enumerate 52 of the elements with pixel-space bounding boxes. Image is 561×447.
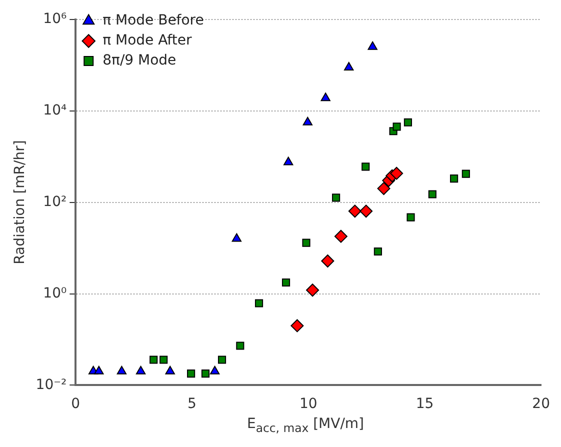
point [374,247,382,256]
x-tick-label: 10 [299,396,318,412]
point [160,356,168,364]
point [406,213,415,222]
point [165,366,175,374]
y-tick-label: 10² [43,194,67,210]
point [344,62,354,70]
point [450,174,458,183]
point [392,122,401,131]
point [334,230,348,243]
point [390,166,404,180]
point [136,366,146,374]
point [282,278,290,287]
y-tick-label: 10⁶ [43,11,67,28]
point [320,92,330,102]
x-tick-label: 5 [188,396,196,412]
point [116,366,127,374]
y-tick-label: 10⁴ [43,102,67,118]
y-tick-label: 10⁻² [36,376,67,393]
point [232,233,242,242]
point [428,190,436,198]
point [332,194,340,202]
point [368,41,378,50]
point [362,162,370,171]
point [254,299,264,308]
legend-label: 8π/9 Mode [102,52,176,69]
point [284,156,294,166]
point [360,204,373,218]
x-axis-title: E$_{acc, max}$ [MV/m] [246,416,366,435]
point [210,366,220,374]
y-axis-title: Radiation [mR/hr] [12,140,28,264]
point [236,342,244,350]
point [302,238,310,247]
legend-label: π Mode Before [102,12,204,29]
point [462,170,470,178]
point [150,356,158,364]
point [321,254,334,268]
point [187,369,196,378]
x-tick-label: 20 [532,396,550,412]
legend-label: π Mode After [102,32,192,49]
point [218,356,226,364]
x-tick-label: 0 [71,396,80,412]
point [377,182,390,196]
point [94,366,104,374]
y-tick-label: 10⁰ [43,285,67,302]
point [290,319,304,332]
point [201,369,210,378]
point [306,284,320,297]
point [404,118,412,126]
x-tick-label: 15 [416,396,434,412]
point [302,116,312,126]
point [348,204,362,218]
